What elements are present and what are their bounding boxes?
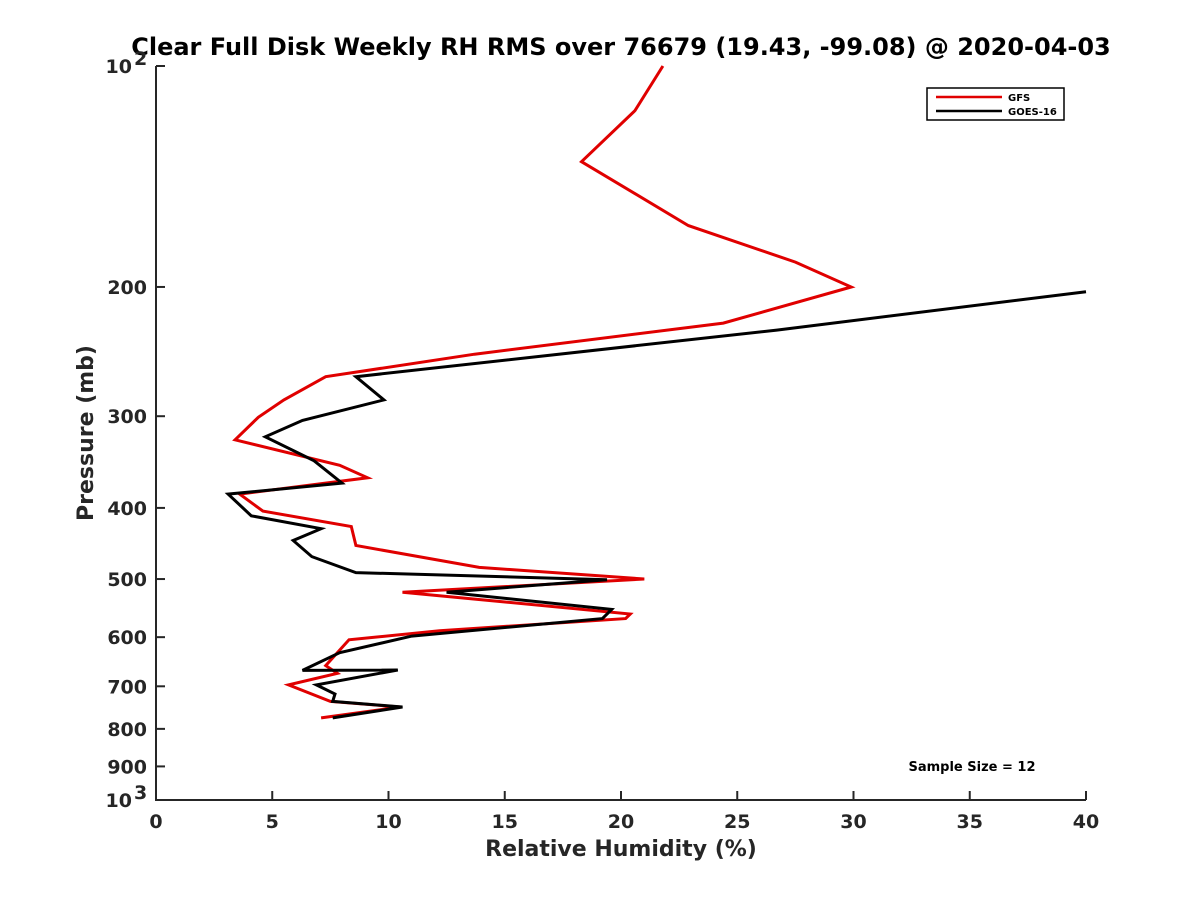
x-tick-label: 15 — [492, 811, 518, 833]
legend: GFS GOES-16 — [926, 87, 1065, 121]
x-tick-label: 35 — [957, 811, 983, 833]
y-tick-label: 900 — [107, 756, 147, 778]
y-tick-exponent: 2 — [134, 48, 147, 70]
y-tick-label: 300 — [107, 406, 147, 428]
legend-label-goes16: GOES-16 — [1008, 107, 1057, 118]
x-tick-label: 0 — [149, 811, 162, 833]
chart-title: Clear Full Disk Weekly RH RMS over 76679… — [131, 33, 1111, 61]
axes-frame — [155, 66, 1086, 801]
y-tick-label: 200 — [107, 277, 147, 299]
y-tick-label: 10 — [106, 790, 132, 812]
x-tick-label: 5 — [266, 811, 279, 833]
x-tick-label: 20 — [608, 811, 634, 833]
x-tick-label: 30 — [840, 811, 866, 833]
legend-label-gfs: GFS — [1008, 93, 1030, 104]
y-axis-label: Pressure (mb) — [74, 345, 99, 521]
y-tick-label: 600 — [107, 627, 147, 649]
y-tick-label: 800 — [107, 719, 147, 741]
plot-lines — [224, 65, 1087, 720]
series-line-goes16 — [224, 290, 1087, 720]
x-tick-label: 40 — [1073, 811, 1099, 833]
x-axis-ticks: 0 5 10 15 20 25 30 35 40 — [149, 791, 1099, 833]
series-line-gfs — [232, 65, 856, 720]
x-tick-label: 10 — [375, 811, 401, 833]
legend-box — [926, 87, 1065, 121]
y-tick-label: 400 — [107, 498, 147, 520]
sample-size-annotation: Sample Size = 12 — [908, 760, 1035, 775]
y-tick-exponent: 3 — [134, 782, 147, 804]
x-tick-label: 25 — [724, 811, 750, 833]
y-tick-label: 500 — [107, 569, 147, 591]
x-axis-label: Relative Humidity (%) — [485, 837, 757, 862]
y-tick-label: 10 — [106, 56, 132, 78]
y-tick-label: 700 — [107, 676, 147, 698]
